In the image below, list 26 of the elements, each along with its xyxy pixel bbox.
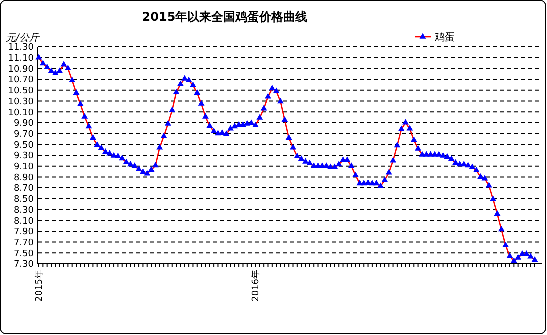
y-tick-label: 8.10	[14, 216, 34, 227]
y-tick-label: 9.90	[14, 119, 34, 130]
y-tick-label: 7.50	[14, 249, 34, 260]
y-tick-label: 7.70	[14, 238, 34, 248]
x-tick-label: 2016年	[250, 270, 262, 302]
y-tick-label: 7.90	[14, 228, 34, 238]
y-tick-label: 8.70	[14, 184, 34, 194]
y-tick-label: 10.10	[8, 108, 34, 118]
y-tick-label: 9.70	[14, 130, 34, 140]
y-tick-label: 9.10	[14, 162, 34, 172]
y-tick-label: 8.50	[14, 195, 34, 206]
y-tick-label: 10.90	[8, 64, 34, 75]
y-tick-label: 10.50	[8, 86, 34, 97]
y-tick-label: 8.90	[14, 173, 34, 184]
y-tick-label: 7.30	[14, 260, 34, 270]
y-tick-label: 11.10	[8, 54, 34, 64]
y-tick-label: 10.70	[8, 76, 34, 86]
y-tick-label: 8.30	[14, 206, 34, 216]
y-tick-label: 9.50	[14, 140, 34, 151]
chart-title: 2015年以来全国鸡蛋价格曲线	[142, 10, 308, 24]
y-tick-label: 9.30	[14, 152, 34, 162]
legend-label: 鸡蛋	[434, 32, 455, 44]
x-tick-label: 2015年	[34, 270, 45, 302]
y-axis-title: 元/公斤	[6, 32, 40, 44]
y-tick-label: 11.30	[8, 43, 34, 54]
y-tick-label: 10.30	[8, 97, 34, 108]
